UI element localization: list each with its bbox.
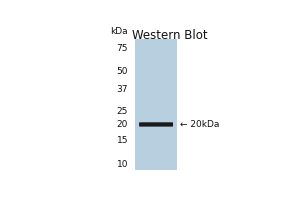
Text: 25: 25	[117, 107, 128, 116]
Text: 20: 20	[117, 120, 128, 129]
Text: ← 20kDa: ← 20kDa	[181, 120, 220, 129]
Text: 10: 10	[117, 160, 128, 169]
Text: 75: 75	[117, 44, 128, 53]
Text: 37: 37	[117, 85, 128, 94]
Text: Western Blot: Western Blot	[132, 29, 208, 42]
Bar	[135, 39, 177, 170]
Text: kDa: kDa	[111, 27, 128, 36]
Text: 15: 15	[117, 136, 128, 145]
Text: 50: 50	[117, 67, 128, 76]
FancyBboxPatch shape	[139, 122, 173, 127]
